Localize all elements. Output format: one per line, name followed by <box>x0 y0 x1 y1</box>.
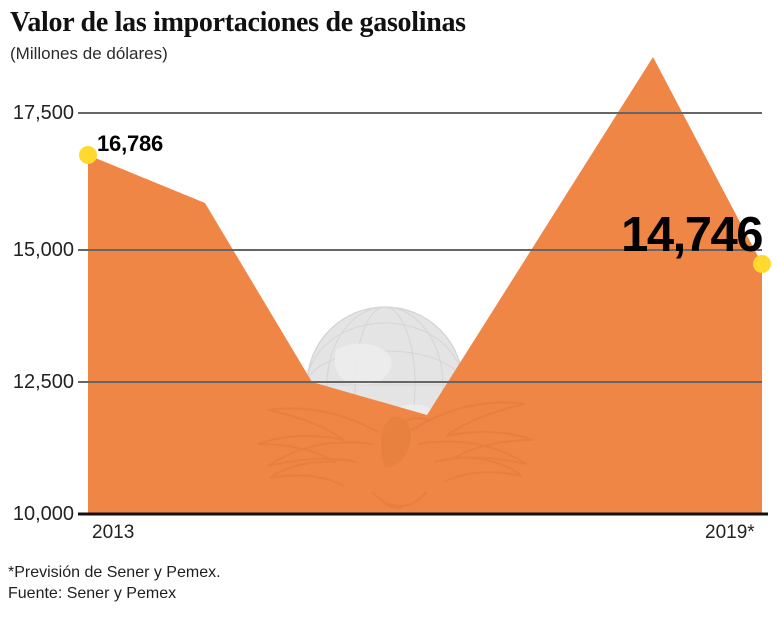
y-axis-tick-labels: 17,500 15,000 12,500 10,000 <box>0 0 74 560</box>
source-line: Fuente: Sener y Pemex <box>8 585 177 603</box>
chart-subtitle: (Millones de dólares) <box>10 43 168 63</box>
eagle-watermark <box>257 401 535 510</box>
chart-footer: *Previsión de Sener y Pemex. Fuente: Sen… <box>8 562 768 604</box>
value-callout-start: 16,786 <box>97 131 164 156</box>
chart-title: Valor de las importaciones de gasolinas <box>10 7 466 38</box>
ytick-label-10000: 10,000 <box>12 503 74 525</box>
ytick-label-12500: 12,500 <box>12 371 74 393</box>
plot-area: 17,500 15,000 12,500 10,000 2013 2019* 1… <box>0 0 771 560</box>
footnote-prevision: *Previsión de Sener y Pemex. <box>8 564 221 581</box>
chart-header: Valor de las importaciones de gasolinas … <box>10 7 766 63</box>
marker-dot-start <box>79 146 97 164</box>
ytick-label-15000: 15,000 <box>12 239 74 261</box>
xtick-label-2019: 2019* <box>705 522 755 543</box>
xtick-label-2013: 2013 <box>92 522 135 543</box>
marker-dot-end <box>753 255 771 273</box>
value-callout-end: 14,746 <box>621 208 763 262</box>
area-series-importaciones <box>88 57 762 514</box>
ytick-label-17500: 17,500 <box>12 102 74 124</box>
chart-data-layer <box>78 57 771 516</box>
